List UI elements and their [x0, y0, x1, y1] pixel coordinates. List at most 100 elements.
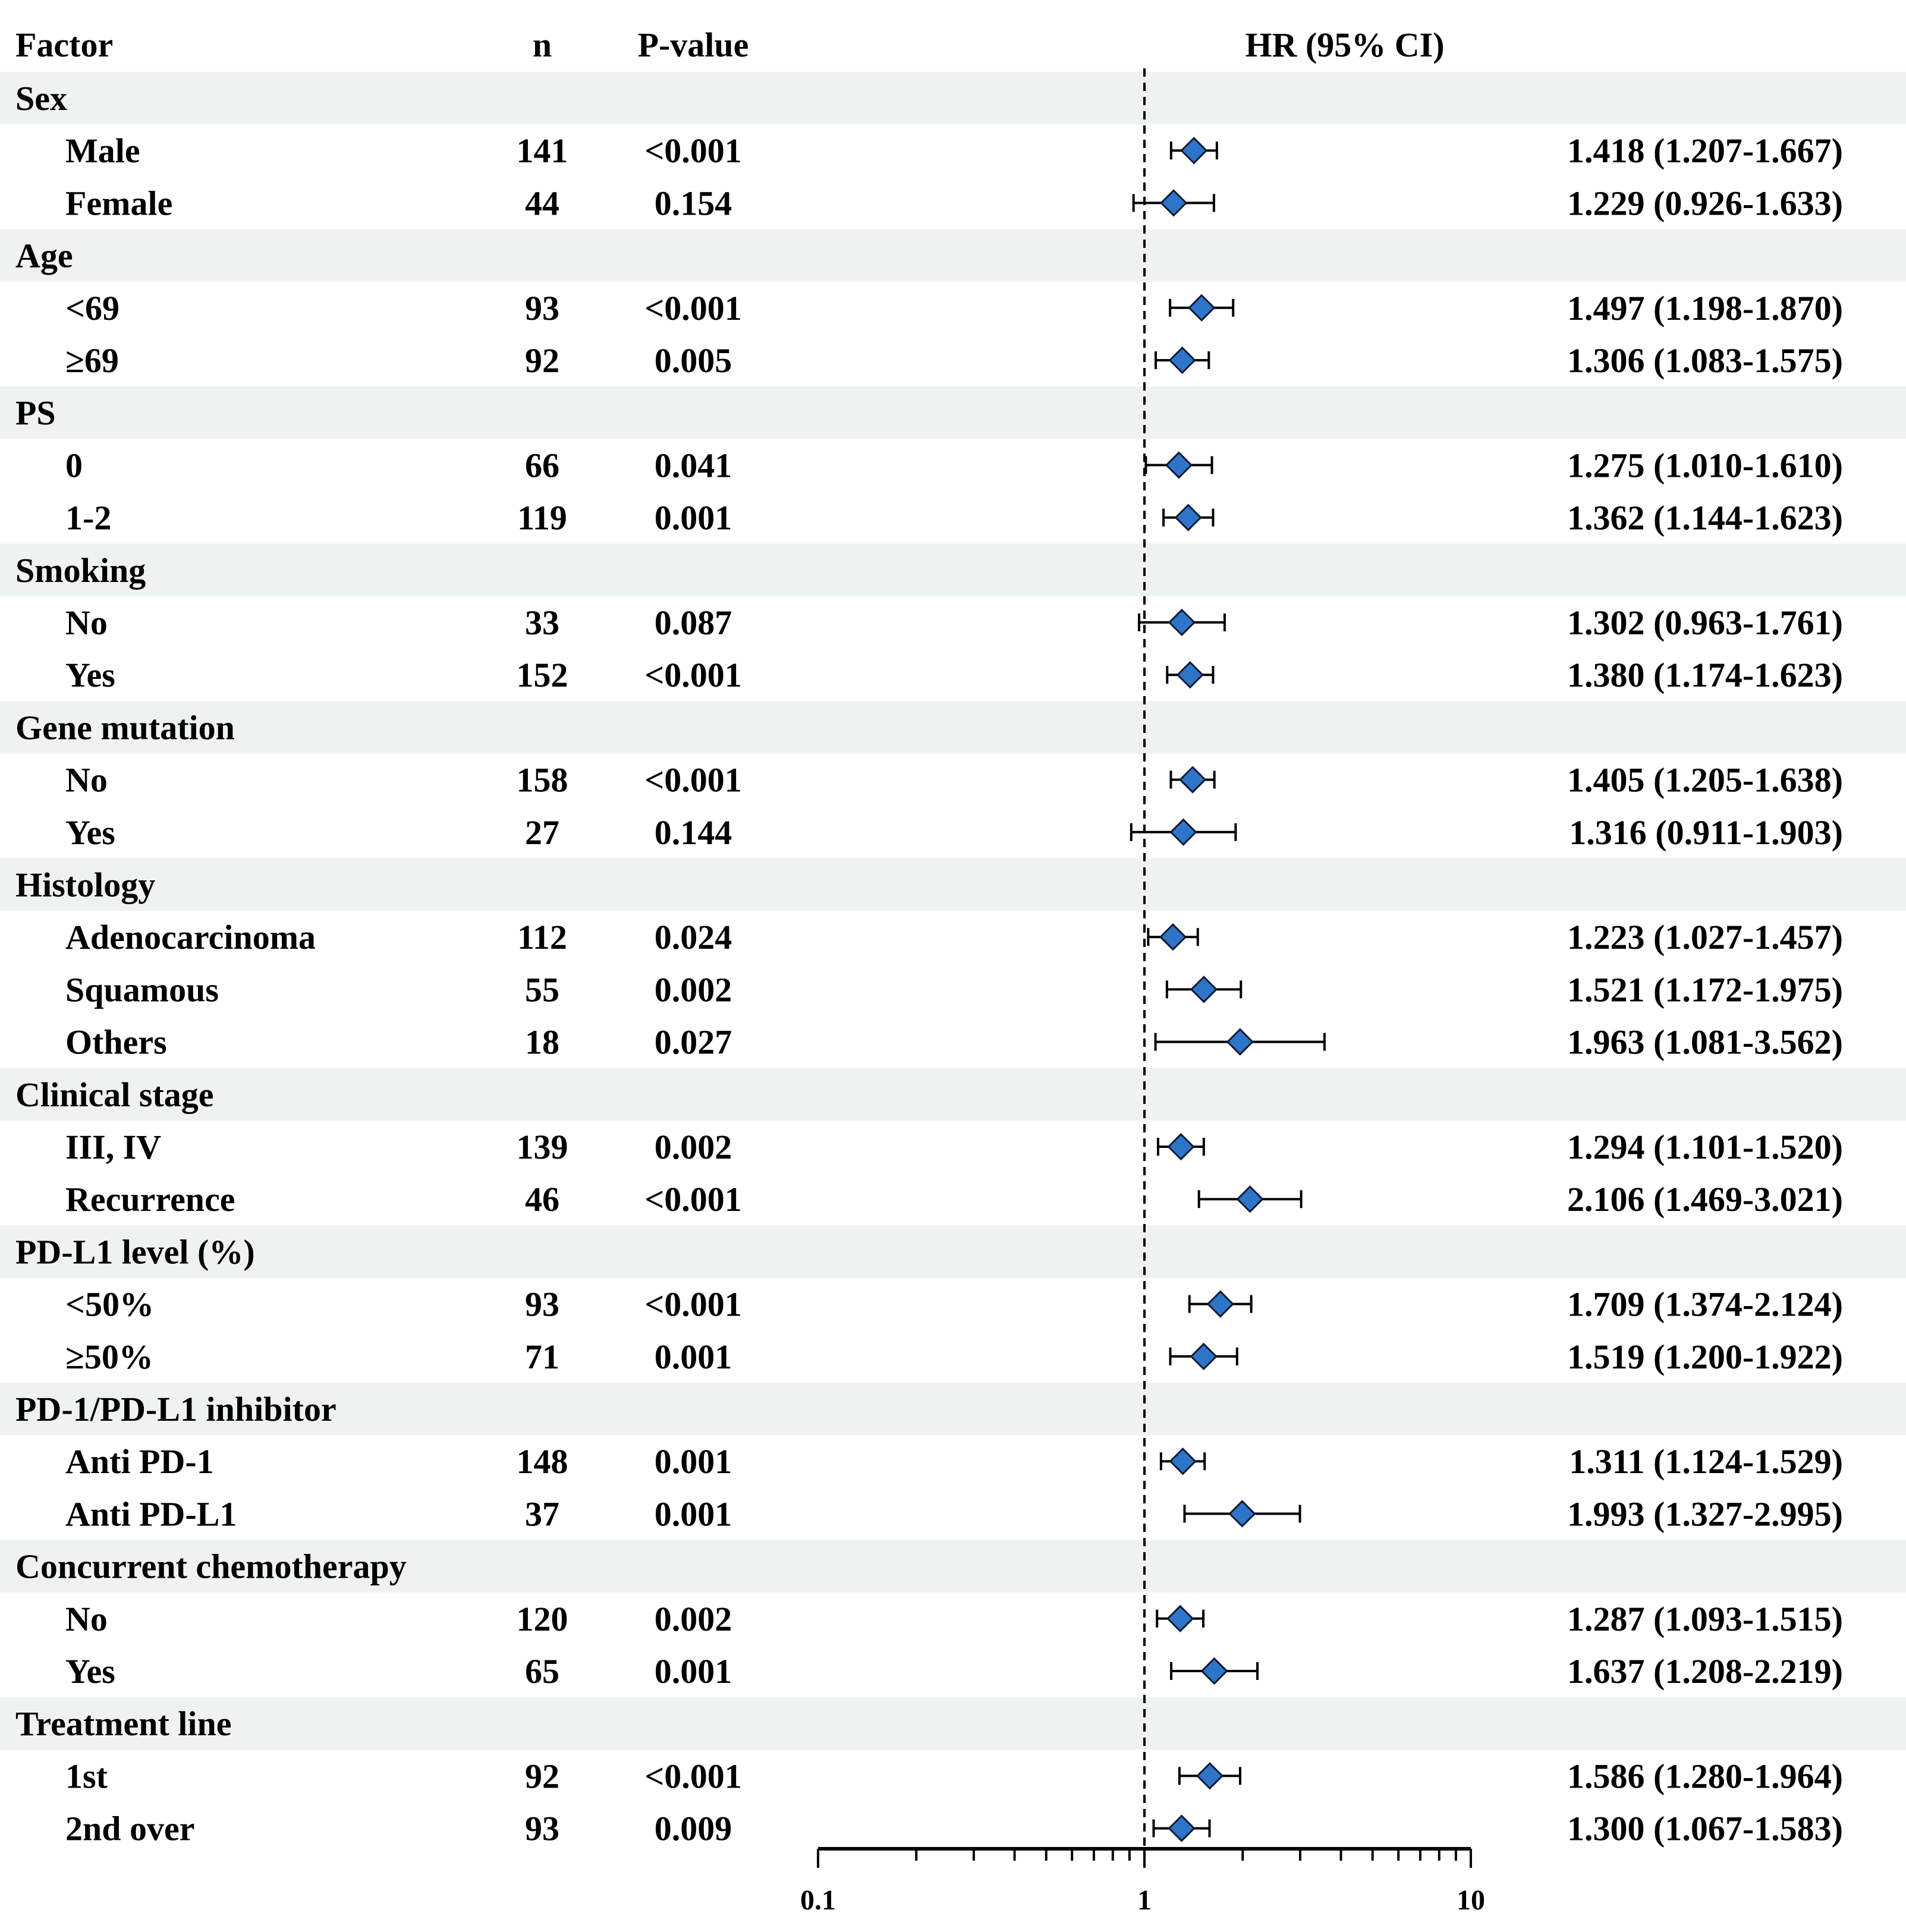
n-value: 44: [525, 184, 559, 222]
n-value: 120: [517, 1600, 568, 1638]
group-band: [0, 701, 1906, 754]
hr-marker: [1168, 346, 1196, 375]
subgroup-label: ≥50%: [65, 1338, 153, 1376]
group-label: Age: [15, 237, 73, 275]
n-value: 18: [525, 1023, 559, 1062]
subgroup-label: Yes: [65, 813, 115, 852]
group-label: PD-L1 level (%): [15, 1232, 255, 1271]
group-bands: [0, 71, 1906, 1750]
group-band: [0, 386, 1906, 439]
hr-ci-text: 1.418 (1.207-1.667): [1567, 131, 1843, 170]
p-value: 0.154: [655, 184, 732, 222]
subgroup-label: III, IV: [65, 1128, 161, 1166]
hr-ci-text: 1.302 (0.963-1.761): [1567, 603, 1843, 642]
p-value: <0.001: [644, 761, 742, 800]
hr-marker: [1188, 294, 1216, 322]
p-value: <0.001: [644, 289, 742, 328]
hr-ci-text: 1.405 (1.205-1.638): [1567, 761, 1843, 800]
hr-marker: [1168, 608, 1196, 637]
subgroup-label: Recurrence: [65, 1180, 235, 1219]
hr-ci-text: 1.316 (0.911-1.903): [1569, 813, 1843, 852]
subgroup-label: Yes: [65, 656, 115, 694]
hr-marker: [1165, 451, 1193, 479]
n-value: 66: [525, 446, 559, 484]
n-value: 65: [525, 1652, 559, 1691]
hr-marker: [1166, 1604, 1194, 1632]
hr-marker: [1160, 189, 1188, 217]
group-band: [0, 1697, 1906, 1750]
hr-ci-text: 1.709 (1.374-2.124): [1567, 1285, 1843, 1324]
hr-marker: [1178, 766, 1207, 794]
p-value: 0.002: [655, 1128, 732, 1166]
group-band: [0, 71, 1906, 125]
hr-ci-text: 1.521 (1.172-1.975): [1567, 970, 1843, 1009]
hr-ci-text: 1.300 (1.067-1.583): [1567, 1810, 1843, 1848]
group-band: [0, 1225, 1906, 1278]
subgroup-label: <50%: [65, 1285, 154, 1324]
hr-ci-text: 1.586 (1.280-1.964): [1567, 1757, 1843, 1795]
hr-marker: [1196, 1762, 1224, 1790]
tick-label: 10: [1457, 1884, 1485, 1916]
p-value: 0.001: [655, 1442, 732, 1481]
p-value: <0.001: [644, 656, 742, 694]
n-value: 152: [517, 656, 568, 694]
header-factor: Factor: [15, 26, 113, 64]
table-rows: Sex Male 141 <0.001 1.418 (1.207-1.667) Femal…: [15, 79, 1843, 1848]
n-value: 71: [525, 1338, 559, 1376]
subgroup-label: Anti PD-1: [65, 1442, 214, 1481]
group-label: Clinical stage: [15, 1075, 213, 1114]
header-n: n: [533, 26, 552, 64]
p-value: 0.144: [655, 813, 732, 852]
p-value: 0.027: [655, 1023, 732, 1062]
p-value: 0.024: [655, 918, 732, 956]
hr-marker: [1180, 137, 1208, 165]
subgroup-label: <69: [65, 289, 119, 328]
hr-ci-text: 1.380 (1.174-1.623): [1567, 656, 1843, 694]
subgroup-label: Male: [65, 131, 140, 170]
n-value: 46: [525, 1180, 559, 1219]
subgroup-label: 2nd over: [65, 1810, 195, 1848]
hr-ci-text: 1.229 (0.926-1.633): [1567, 184, 1843, 222]
hr-ci-text: 1.497 (1.198-1.870): [1567, 289, 1843, 328]
p-value: 0.002: [655, 1600, 732, 1638]
subgroup-label: ≥69: [65, 341, 119, 380]
hr-marker: [1200, 1657, 1228, 1685]
hr-marker: [1169, 1448, 1197, 1475]
group-band: [0, 1540, 1906, 1593]
group-label: PD-1/PD-L1 inhibitor: [15, 1390, 336, 1428]
hr-marker: [1159, 923, 1187, 951]
hr-ci-text: 1.993 (1.327-2.995): [1567, 1494, 1843, 1533]
group-label: PS: [15, 394, 56, 432]
n-value: 119: [517, 499, 567, 537]
n-value: 112: [517, 918, 567, 956]
hr-marker: [1228, 1500, 1256, 1528]
hr-ci-text: 1.963 (1.081-3.562): [1567, 1023, 1843, 1062]
group-label: Gene mutation: [15, 708, 235, 747]
n-value: 55: [525, 970, 559, 1009]
tick-label: 0.1: [800, 1884, 836, 1916]
n-value: 93: [525, 1810, 559, 1848]
p-value: 0.005: [655, 341, 732, 380]
subgroup-label: Yes: [65, 1652, 115, 1691]
n-value: 141: [517, 131, 568, 170]
n-value: 158: [517, 761, 568, 800]
n-value: 93: [525, 1285, 559, 1324]
group-label: Histology: [15, 866, 155, 904]
hr-ci-text: 1.362 (1.144-1.623): [1567, 499, 1843, 537]
header-pvalue: P-value: [638, 26, 749, 64]
group-band: [0, 1382, 1906, 1436]
p-value: 0.001: [655, 1494, 732, 1533]
hr-marker: [1190, 1342, 1218, 1370]
subgroup-label: Others: [65, 1023, 167, 1062]
p-value: 0.001: [655, 499, 732, 537]
p-value: 0.041: [655, 446, 732, 484]
n-value: 139: [517, 1128, 568, 1166]
group-label: Concurrent chemotherapy: [15, 1547, 407, 1586]
p-value: <0.001: [644, 1757, 742, 1795]
p-value: 0.002: [655, 970, 732, 1009]
p-value: 0.009: [655, 1810, 732, 1848]
hr-marker: [1236, 1185, 1264, 1213]
n-value: 27: [525, 813, 559, 852]
hr-marker: [1174, 504, 1202, 531]
p-value: <0.001: [644, 1180, 742, 1219]
